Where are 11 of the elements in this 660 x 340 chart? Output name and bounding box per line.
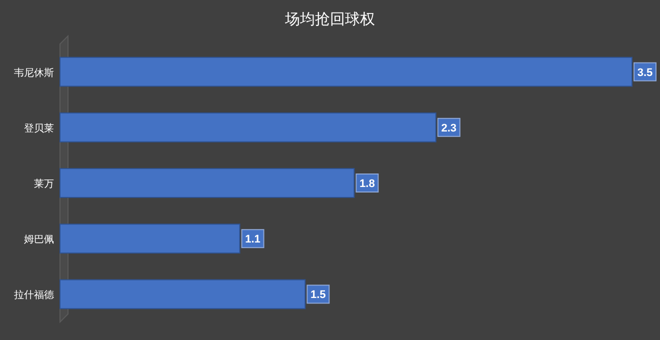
data-label: 2.3 (441, 122, 457, 134)
y-tick-label: 拉什福德 (14, 289, 54, 302)
data-label: 1.8 (360, 178, 375, 190)
data-label: 3.5 (637, 66, 653, 79)
data-label: 1.1 (245, 234, 260, 246)
y-tick-label: 韦尼休斯 (14, 66, 54, 79)
chart-title: 场均抢回球权 (284, 11, 375, 28)
y-tick-label: 登贝莱 (24, 122, 54, 134)
y-tick-label: 莱万 (34, 178, 54, 190)
data-label: 1.5 (310, 289, 326, 302)
y-tick-label: 姆巴佩 (24, 234, 54, 246)
